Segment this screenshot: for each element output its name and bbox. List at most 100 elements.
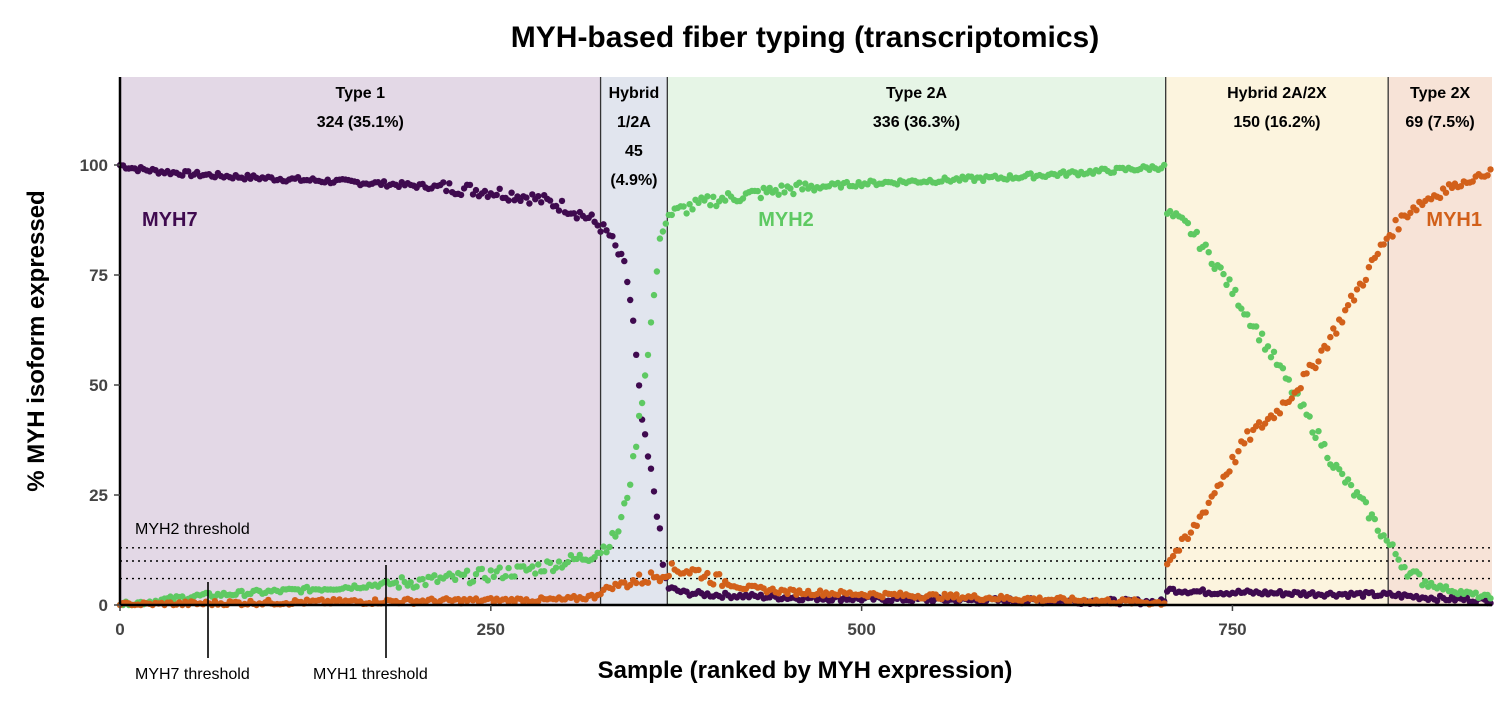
data-point-myh7 (535, 193, 542, 200)
region-label: 69 (7.5%) (1405, 114, 1474, 131)
data-point-myh1 (1297, 385, 1304, 392)
data-point-myh1 (1362, 276, 1370, 284)
chart-title: MYH-based fiber typing (transcriptomics) (511, 21, 1099, 54)
data-point-myh1 (719, 582, 726, 589)
data-point-myh2 (1226, 276, 1233, 283)
data-point-myh2 (484, 577, 491, 584)
data-point-myh2 (802, 180, 809, 187)
data-point-myh2 (597, 549, 604, 557)
data-point-myh2 (1217, 264, 1224, 271)
data-point-myh2 (621, 500, 628, 507)
data-point-myh7 (627, 296, 634, 304)
data-point-myh2 (757, 194, 764, 202)
region-label: 324 (35.1%) (317, 114, 404, 131)
data-point-myh2 (1205, 249, 1212, 256)
region-label: Type 2X (1410, 85, 1471, 102)
data-point-myh2 (772, 186, 779, 194)
region-label: 1/2A (617, 114, 651, 131)
data-point-myh2 (469, 578, 477, 585)
data-point-myh7 (588, 211, 595, 218)
x-tick-label: 750 (1218, 620, 1246, 639)
data-point-myh2 (463, 567, 471, 574)
data-point-myh1 (1442, 189, 1450, 196)
data-point-myh2 (722, 197, 729, 204)
data-point-myh7 (472, 186, 480, 194)
data-point-myh2 (1324, 454, 1331, 462)
data-point-myh1 (1276, 410, 1284, 417)
data-point-myh1 (1389, 233, 1396, 240)
region-background (120, 77, 601, 605)
data-point-myh2 (1315, 428, 1322, 435)
data-point-myh2 (808, 182, 815, 189)
data-point-myh2 (662, 220, 669, 227)
data-point-myh2 (496, 564, 503, 571)
data-point-myh1 (1187, 529, 1195, 536)
data-point-myh2 (303, 583, 311, 591)
data-point-myh7 (529, 191, 536, 198)
data-point-myh7 (650, 488, 658, 495)
data-point-myh2 (529, 563, 536, 570)
data-point-myh2 (615, 528, 622, 535)
y-tick-label: 0 (99, 596, 108, 615)
data-point-myh1 (1255, 419, 1263, 426)
region-label: 150 (16.2%) (1233, 114, 1320, 131)
data-point-myh2 (564, 558, 572, 566)
data-point-myh2 (1202, 241, 1209, 248)
data-point-myh1 (1169, 552, 1177, 560)
region-label: Type 1 (336, 85, 386, 102)
data-point-myh2 (1472, 589, 1479, 596)
region-label: (4.9%) (610, 172, 657, 189)
data-point-myh2 (635, 412, 643, 420)
data-point-myh2 (1253, 323, 1260, 330)
data-point-myh2 (452, 576, 459, 583)
series-label-myh1: MYH1 (1426, 209, 1482, 231)
data-point-myh2 (392, 579, 400, 586)
data-point-myh1 (633, 579, 640, 587)
x-tick-label: 250 (477, 620, 505, 639)
data-point-myh1 (1359, 282, 1367, 289)
data-point-myh2 (680, 203, 687, 210)
region-background (667, 77, 1166, 605)
data-point-myh7 (609, 233, 616, 240)
data-point-myh2 (1422, 578, 1429, 585)
data-point-myh1 (1333, 330, 1340, 337)
data-point-myh1 (1484, 172, 1491, 179)
data-point-myh7 (630, 317, 637, 324)
data-point-myh7 (647, 465, 655, 472)
data-point-myh2 (707, 202, 714, 209)
data-point-myh1 (1217, 481, 1224, 488)
region-background (1388, 77, 1492, 605)
data-point-myh2 (1166, 207, 1174, 215)
data-point-myh1 (627, 581, 634, 589)
data-point-myh1 (621, 579, 628, 586)
data-point-myh2 (766, 184, 773, 192)
data-point-myh1 (635, 571, 643, 578)
data-point-myh7 (505, 197, 512, 204)
threshold-label: MYH2 threshold (135, 521, 250, 538)
data-point-myh2 (1184, 219, 1192, 227)
data-point-myh7 (597, 228, 604, 235)
data-point-myh7 (446, 180, 453, 187)
x-tick-label: 0 (115, 620, 124, 639)
data-point-myh7 (1359, 593, 1367, 600)
data-point-myh2 (641, 372, 649, 379)
data-point-myh2 (1223, 281, 1230, 288)
data-point-myh7 (1433, 597, 1441, 604)
data-point-myh2 (546, 559, 554, 566)
data-point-myh2 (1193, 228, 1201, 236)
data-point-myh2 (1416, 571, 1423, 578)
data-point-myh2 (1220, 270, 1227, 278)
data-point-myh2 (683, 210, 690, 217)
x-tick-label: 500 (847, 620, 875, 639)
data-point-myh1 (1330, 325, 1337, 332)
data-point-myh2 (431, 572, 438, 579)
data-point-myh7 (624, 278, 631, 286)
data-point-myh2 (1300, 401, 1307, 408)
y-tick-label: 50 (89, 376, 108, 395)
data-point-myh1 (704, 569, 711, 577)
data-point-myh1 (1205, 499, 1212, 506)
data-point-myh2 (704, 193, 711, 200)
data-point-myh1 (647, 569, 655, 576)
data-point-myh2 (1161, 161, 1168, 169)
y-tick-label: 25 (89, 486, 108, 505)
